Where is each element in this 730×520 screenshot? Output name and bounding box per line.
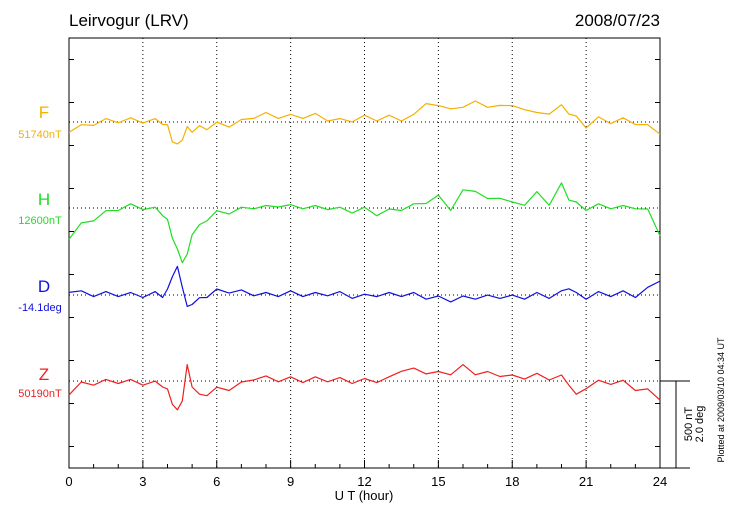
station-title: Leirvogur (LRV)	[69, 11, 189, 30]
series-baseline-h: 12600nT	[18, 215, 62, 227]
x-tick-label: 18	[505, 474, 519, 489]
scale-bar: 500 nT 2.0 deg	[660, 380, 706, 469]
series-name-d: D	[38, 277, 50, 296]
series-line-z	[68, 364, 661, 411]
x-tick-label: 0	[65, 474, 72, 489]
x-tick-label: 9	[287, 474, 294, 489]
axis-ticks	[68, 59, 661, 468]
x-tick-label: 15	[431, 474, 445, 489]
plotted-timestamp: Plotted at 2009/03/10 04:34 UT	[716, 337, 726, 463]
x-tick-label: 3	[139, 474, 146, 489]
series-baseline-d: -14.1deg	[18, 302, 61, 314]
date-label: 2008/07/23	[575, 11, 660, 30]
x-tick-label: 24	[653, 474, 667, 489]
series-line-h	[68, 182, 661, 264]
series-labels: F 51740nT H 12600nT D -14.1deg Z 50190nT	[18, 103, 62, 400]
x-tick-label: 21	[579, 474, 593, 489]
x-tick-labels: 0 3 6 9 12 15 18 21 24	[65, 474, 667, 489]
x-tick-label: 6	[213, 474, 220, 489]
series-baseline-f: 51740nT	[18, 129, 62, 141]
series-name-h: H	[38, 190, 50, 209]
grid	[69, 38, 660, 468]
series-name-f: F	[39, 103, 49, 122]
series-line-f	[68, 100, 661, 145]
series-name-z: Z	[39, 365, 49, 384]
scale-label-nt: 500 nT	[683, 407, 695, 442]
x-tick-label: 12	[357, 474, 371, 489]
series-baseline-z: 50190nT	[18, 388, 62, 400]
x-axis-label: U T (hour)	[335, 488, 394, 503]
scale-label-deg: 2.0 deg	[694, 406, 706, 443]
series-line-d	[68, 265, 661, 307]
series-lines	[68, 100, 661, 411]
